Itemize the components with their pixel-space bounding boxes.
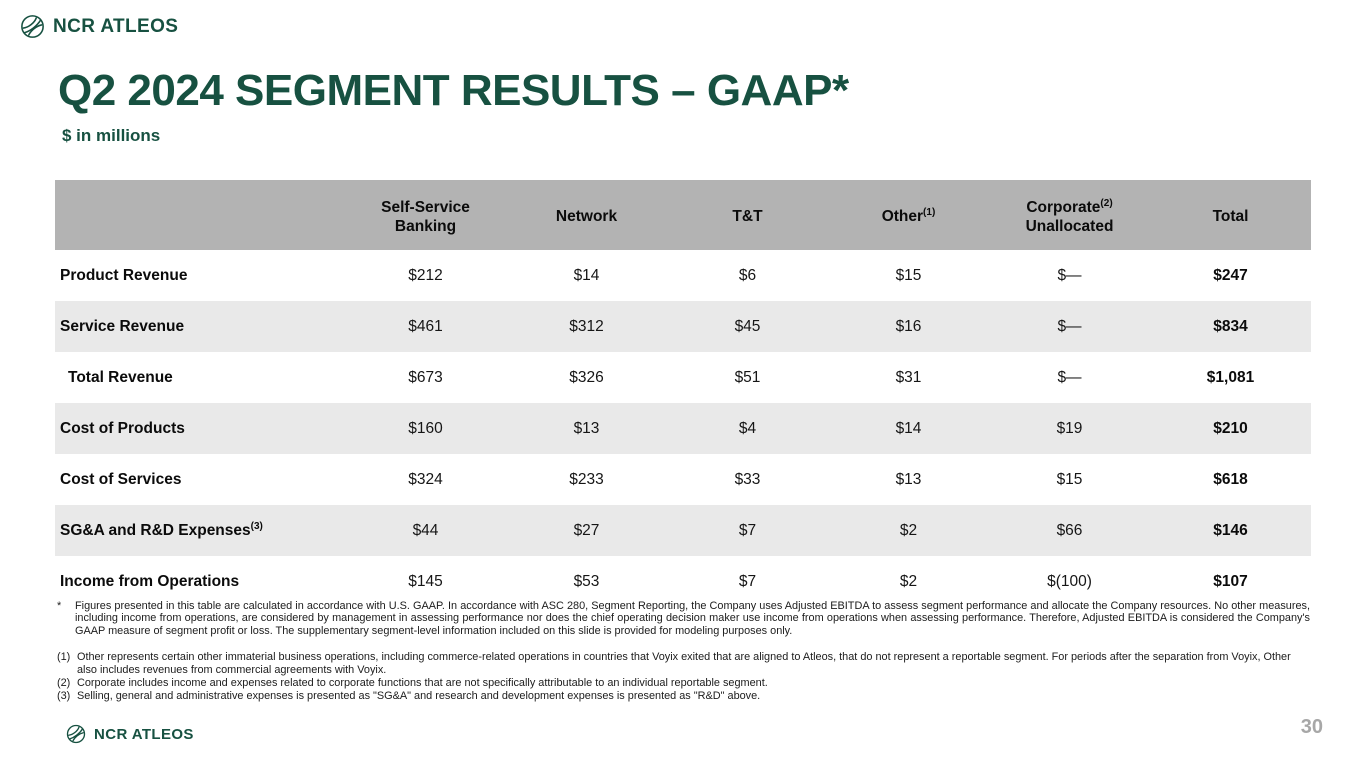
row-label: Cost of Services [60, 471, 182, 489]
column-header-total: Total [1150, 180, 1311, 250]
cell: $2 [899, 572, 918, 590]
cell: $14 [573, 266, 600, 284]
footnote-asterisk: * Figures presented in this table are ca… [57, 600, 1310, 637]
footnote-text: Selling, general and administrative expe… [77, 689, 761, 702]
cell: $44 [412, 521, 439, 539]
globe-icon [66, 724, 86, 744]
cell: $16 [895, 317, 922, 335]
footnote-marker: (1) [57, 651, 71, 663]
cell: $312 [569, 317, 604, 335]
row-label: Total Revenue [68, 369, 173, 387]
cell-total: $210 [1213, 419, 1248, 437]
cell-total: $247 [1213, 266, 1248, 284]
row-label: Income from Operations [60, 573, 240, 591]
cell: $15 [1056, 470, 1083, 488]
row-label: SG&A and R&D Expenses(3) [60, 520, 263, 540]
column-header-tt: T&T [667, 180, 828, 250]
cell: $461 [408, 317, 443, 335]
cell: $(100) [1047, 572, 1092, 590]
cell: $212 [408, 266, 443, 284]
cell: $66 [1056, 521, 1083, 539]
cell: $233 [569, 470, 604, 488]
footnote-3: (3) Selling, general and administrative … [57, 690, 1310, 703]
table-header: Self-Service Banking Network T&T Other(1… [55, 180, 1311, 250]
column-header-self-service-banking: Self-Service Banking [345, 180, 506, 250]
cell-total: $107 [1213, 572, 1248, 590]
row-label: Product Revenue [60, 267, 188, 285]
table-row-total-revenue: Total Revenue $673 $326 $51 $31 $— $1,08… [55, 352, 1311, 403]
footnote-text: Figures presented in this table are calc… [75, 600, 1310, 637]
page-number: 30 [1300, 716, 1323, 738]
brand-name: NCR ATLEOS [94, 725, 194, 743]
row-label: Cost of Products [60, 420, 185, 438]
cell: $— [1057, 266, 1082, 284]
row-label: Service Revenue [60, 318, 185, 336]
cell: $326 [569, 368, 604, 386]
table-row-sga-rd-expenses: SG&A and R&D Expenses(3) $44 $27 $7 $2 $… [55, 505, 1311, 556]
brand-logo-footer: NCR ATLEOS [66, 724, 194, 744]
footnote-text: Corporate includes income and expenses r… [77, 676, 768, 689]
cell: $13 [573, 419, 600, 437]
cell: $53 [573, 572, 600, 590]
table-row-income-from-operations: Income from Operations $145 $53 $7 $2 $(… [55, 556, 1311, 607]
table-row-product-revenue: Product Revenue $212 $14 $6 $15 $— $247 [55, 250, 1311, 301]
footnote-text: Other represents certain other immateria… [77, 651, 1291, 676]
cell: $31 [895, 368, 922, 386]
page-subtitle: $ in millions [62, 126, 161, 145]
cell-total: $146 [1213, 521, 1248, 539]
table-body: Product Revenue $212 $14 $6 $15 $— $247 … [55, 250, 1311, 607]
cell: $27 [573, 521, 600, 539]
cell: $145 [408, 572, 443, 590]
cell: $— [1057, 368, 1082, 386]
cell: $673 [408, 368, 443, 386]
cell: $2 [899, 521, 918, 539]
table-row-cost-of-services: Cost of Services $324 $233 $33 $13 $15 $… [55, 454, 1311, 505]
cell: $6 [738, 266, 757, 284]
cell: $33 [734, 470, 761, 488]
cell: $160 [408, 419, 443, 437]
footnote-2: (2) Corporate includes income and expens… [57, 677, 1310, 690]
cell: $45 [734, 317, 761, 335]
cell-total: $1,081 [1206, 368, 1255, 386]
column-header-other: Other(1) [828, 180, 989, 250]
header-row: Self-Service Banking Network T&T Other(1… [55, 180, 1311, 250]
page-title: Q2 2024 SEGMENT RESULTS – GAAP* [58, 66, 849, 115]
brand-logo-top: NCR ATLEOS [20, 14, 178, 39]
table-row-service-revenue: Service Revenue $461 $312 $45 $16 $— $83… [55, 301, 1311, 352]
cell: $7 [738, 572, 757, 590]
cell: $15 [895, 266, 922, 284]
column-header-network: Network [506, 180, 667, 250]
brand-name: NCR ATLEOS [53, 15, 179, 37]
cell: $13 [895, 470, 922, 488]
cell: $14 [895, 419, 922, 437]
cell: $324 [408, 470, 443, 488]
column-header-corporate-unallocated: Corporate(2) Unallocated [989, 180, 1150, 250]
globe-icon [20, 14, 45, 39]
header-empty [55, 180, 345, 250]
cell: $51 [734, 368, 761, 386]
cell-total: $834 [1213, 317, 1248, 335]
footnote-list: (1) Other represents certain other immat… [57, 651, 1310, 703]
cell: $— [1057, 317, 1082, 335]
table-row-cost-of-products: Cost of Products $160 $13 $4 $14 $19 $21… [55, 403, 1311, 454]
footnote-marker: (2) [57, 676, 71, 689]
footnote-1: (1) Other represents certain other immat… [57, 651, 1310, 677]
segment-results-table: Self-Service Banking Network T&T Other(1… [55, 180, 1311, 607]
cell: $19 [1056, 419, 1083, 437]
cell: $4 [738, 419, 757, 437]
cell-total: $618 [1213, 470, 1248, 488]
footnote-marker: * [57, 600, 62, 612]
footnote-marker: (3) [57, 689, 71, 702]
cell: $7 [738, 521, 757, 539]
